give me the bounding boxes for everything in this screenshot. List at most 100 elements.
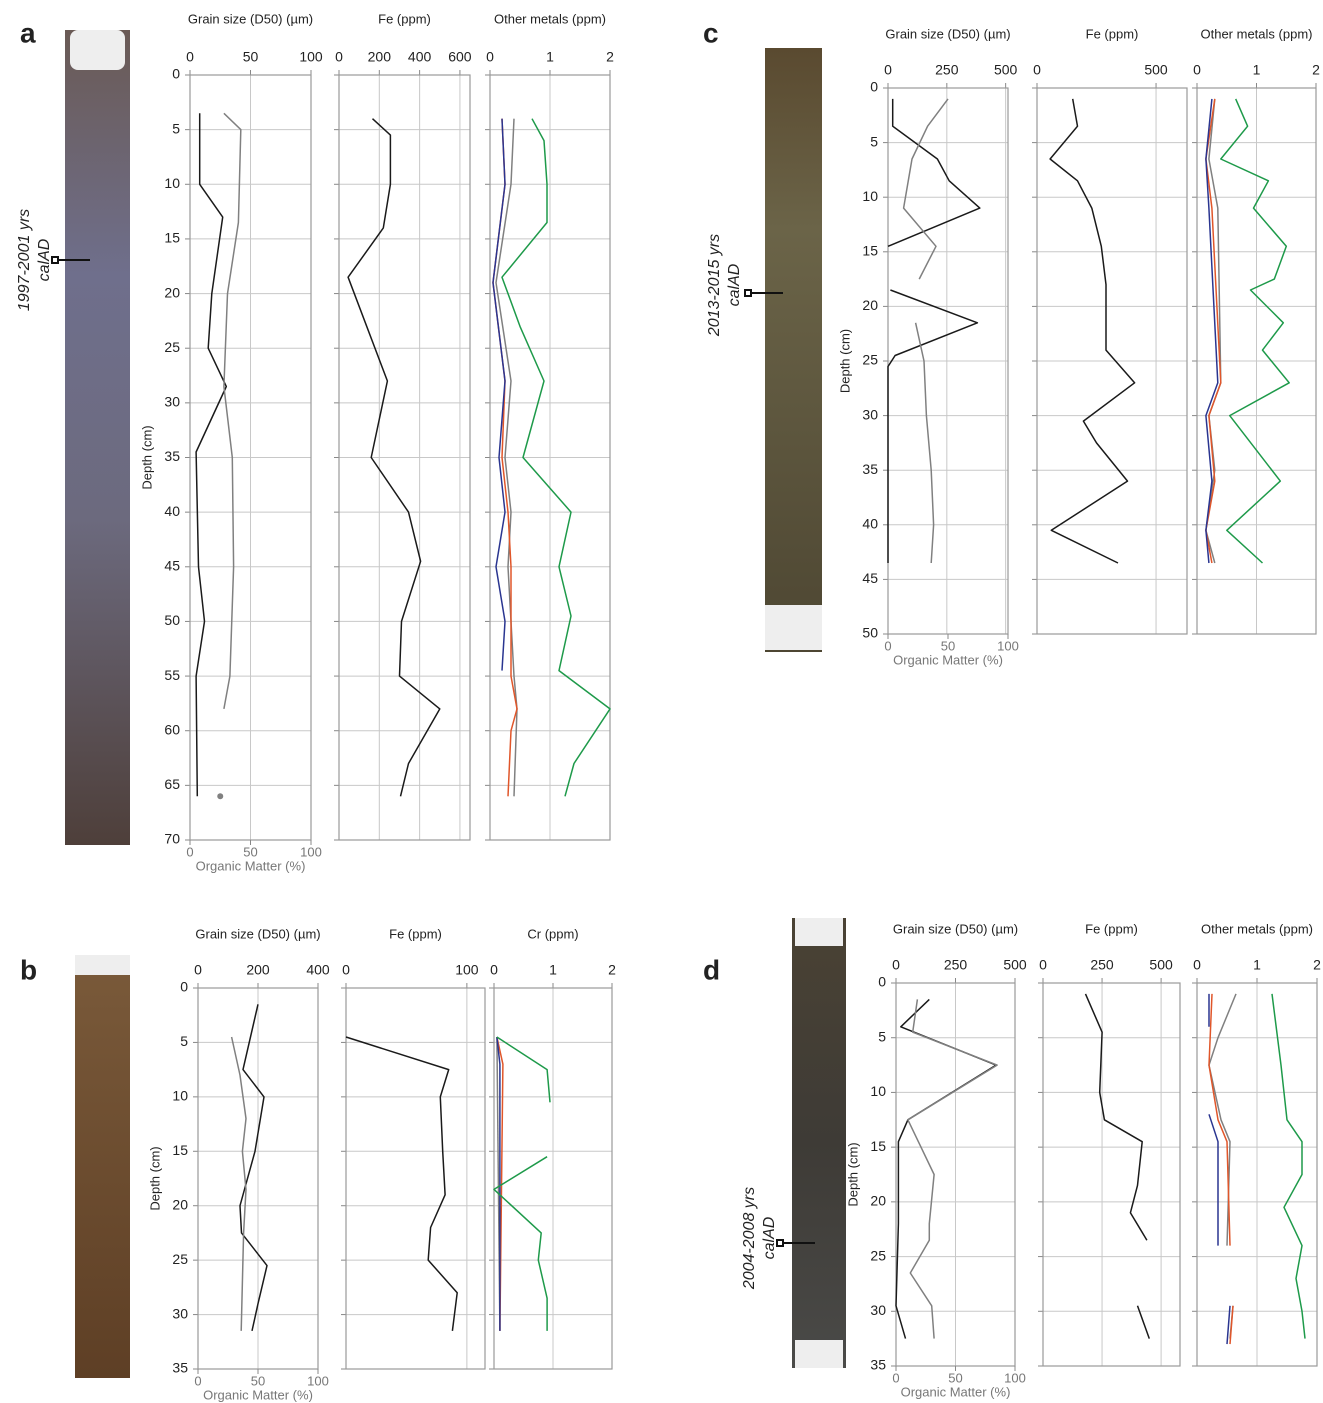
data-line xyxy=(493,1036,551,1331)
plot-frame xyxy=(1042,982,1181,1367)
x-tick-label: 0 xyxy=(186,49,194,65)
x-tick-label: 200 xyxy=(368,49,392,65)
y-tick-label: 50 xyxy=(862,625,878,641)
y-tick-label: 50 xyxy=(164,612,180,628)
x-tick-label: 500 xyxy=(1144,62,1168,78)
y-tick-label: 25 xyxy=(172,1251,188,1267)
age-annotation: calAD xyxy=(36,238,53,281)
y-tick-label: 25 xyxy=(870,1247,886,1263)
data-line xyxy=(1208,993,1231,1345)
data-line xyxy=(895,998,997,1339)
y-tick-label: 10 xyxy=(164,175,180,191)
core-cap xyxy=(70,30,125,70)
data-line xyxy=(195,113,228,797)
plot-frame xyxy=(493,987,613,1370)
y-tick-label: 20 xyxy=(862,297,878,313)
data-line xyxy=(501,118,611,797)
age-annotation: 2013-2015 yrs xyxy=(706,234,723,337)
y-tick-label: 10 xyxy=(172,1088,188,1104)
plot-frame xyxy=(489,74,611,841)
y-tick-label: 10 xyxy=(870,1083,886,1099)
y-tick-label: 15 xyxy=(164,230,180,246)
y-tick-label: 10 xyxy=(862,188,878,204)
data-line xyxy=(902,98,949,564)
x-tick-label: 600 xyxy=(448,49,472,65)
data-line xyxy=(492,118,506,671)
data-line xyxy=(495,118,518,797)
core-cap xyxy=(765,605,822,650)
x2-tick-label: 0 xyxy=(892,1370,899,1385)
y-tick-label: 30 xyxy=(164,394,180,410)
marker-box xyxy=(51,256,59,264)
plot-frame xyxy=(338,74,471,841)
x-tick-label: 2 xyxy=(1312,62,1320,78)
y-tick-label: 45 xyxy=(862,570,878,586)
data-line xyxy=(1271,993,1306,1339)
y-tick-label: 65 xyxy=(164,776,180,792)
core-photo xyxy=(75,955,130,1378)
x-tick-label: 100 xyxy=(455,962,479,978)
x-tick-label: 1 xyxy=(1253,957,1261,973)
x-tick-label: 0 xyxy=(884,62,892,78)
core-photo xyxy=(765,48,822,652)
panel-label: c xyxy=(703,17,719,48)
x-tick-label: 0 xyxy=(342,962,350,978)
chart-title: Fe (ppm) xyxy=(1086,26,1139,41)
data-point xyxy=(217,793,224,800)
data-line xyxy=(1084,993,1151,1339)
x-tick-label: 0 xyxy=(486,49,494,65)
data-line xyxy=(496,1036,501,1331)
age-markers xyxy=(51,256,815,1247)
x-tick-label: 0 xyxy=(1193,957,1201,973)
x2-tick-label: 100 xyxy=(997,638,1019,653)
y-tick-label: 5 xyxy=(878,1028,886,1044)
y-tick-label: 5 xyxy=(870,133,878,149)
marker-box xyxy=(776,1239,784,1247)
panel-label: a xyxy=(20,17,36,48)
x2-tick-label: 50 xyxy=(948,1370,962,1385)
chart-title: Grain size (D50) (µm) xyxy=(195,926,320,941)
x-tick-label: 1 xyxy=(549,962,557,978)
x-tick-label: 0 xyxy=(1039,957,1047,973)
x-tick-label: 500 xyxy=(1149,957,1173,973)
x-tick-label: 50 xyxy=(243,49,259,65)
y-tick-label: 20 xyxy=(172,1196,188,1212)
y-tick-label: 70 xyxy=(164,831,180,847)
data-line xyxy=(347,118,441,797)
chart-title: Other metals (ppm) xyxy=(494,11,606,26)
x2-tick-label: 0 xyxy=(186,844,193,859)
x-tick-label: 0 xyxy=(1193,62,1201,78)
x2-tick-label: 100 xyxy=(300,844,322,859)
age-annotation: calAD xyxy=(726,263,743,306)
x-tick-label: 500 xyxy=(1003,957,1027,973)
x-tick-label: 200 xyxy=(246,962,270,978)
x2-axis-label: Organic Matter (%) xyxy=(196,858,306,873)
data-line xyxy=(230,1036,247,1331)
x2-tick-label: 50 xyxy=(251,1373,265,1388)
y-tick-label: 0 xyxy=(870,79,878,95)
data-line xyxy=(907,999,998,1339)
y-tick-label: 30 xyxy=(870,1302,886,1318)
x-tick-label: 2 xyxy=(1313,957,1321,973)
y-tick-label: 20 xyxy=(164,284,180,300)
y-tick-label: 55 xyxy=(164,667,180,683)
x-tick-label: 0 xyxy=(194,962,202,978)
x2-axis-label: Organic Matter (%) xyxy=(893,652,1003,667)
data-line xyxy=(1205,98,1222,564)
chart-title: Other metals (ppm) xyxy=(1201,921,1313,936)
x-tick-label: 400 xyxy=(306,962,330,978)
y-tick-label: 5 xyxy=(172,120,180,136)
data-line xyxy=(1220,98,1290,564)
x-tick-label: 400 xyxy=(408,49,432,65)
x-tick-label: 100 xyxy=(299,49,323,65)
y-tick-label: 35 xyxy=(164,448,180,464)
plot-frame xyxy=(345,987,486,1370)
x2-tick-label: 100 xyxy=(1004,1370,1026,1385)
data-line xyxy=(1208,993,1234,1345)
y-tick-label: 25 xyxy=(164,339,180,355)
x-tick-label: 2 xyxy=(606,49,614,65)
y-tick-label: 15 xyxy=(172,1142,188,1158)
y-tick-label: 40 xyxy=(164,503,180,519)
x2-axis-label: Organic Matter (%) xyxy=(203,1387,313,1402)
